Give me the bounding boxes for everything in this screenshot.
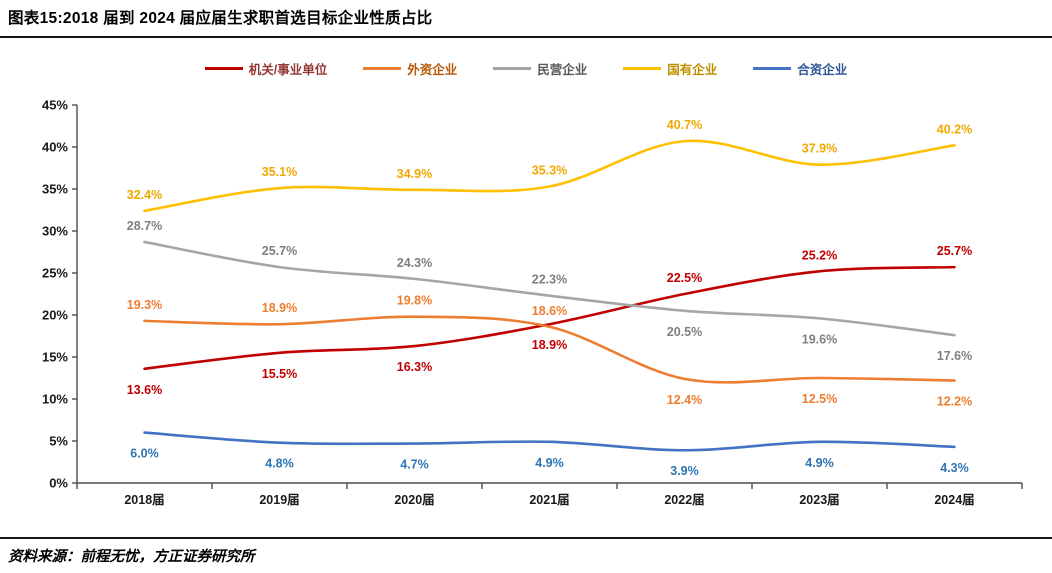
- data-label: 15.5%: [262, 367, 297, 381]
- data-label: 34.9%: [397, 167, 432, 181]
- data-label: 37.9%: [802, 142, 837, 156]
- series-line-1: [143, 315, 956, 384]
- legend-label: 机关/事业单位: [248, 62, 328, 77]
- y-axis-label: 15%: [42, 350, 68, 365]
- title-divider: [0, 36, 1052, 38]
- legend-swatch: [493, 66, 532, 70]
- legend-swatch: [623, 66, 662, 70]
- x-axis-label: 2024届: [934, 493, 974, 507]
- data-label: 40.2%: [937, 122, 972, 136]
- data-label: 12.4%: [667, 393, 702, 407]
- data-label: 40.7%: [667, 118, 702, 132]
- y-axis-label: 0%: [49, 476, 68, 491]
- data-label: 19.3%: [127, 298, 162, 312]
- data-label: 24.3%: [397, 256, 432, 270]
- y-axis-label: 35%: [42, 182, 68, 197]
- y-axis-label: 10%: [42, 392, 68, 407]
- legend-item-1: 外资企业: [363, 59, 457, 78]
- data-label: 35.1%: [262, 165, 297, 179]
- data-label: 19.8%: [397, 294, 432, 308]
- legend-label: 民营企业: [537, 62, 588, 77]
- x-axis-label: 2018届: [124, 493, 164, 507]
- x-axis-label: 2022届: [664, 493, 704, 507]
- series-line-0: [143, 265, 956, 371]
- data-label: 4.9%: [535, 456, 564, 470]
- data-label: 28.7%: [127, 219, 162, 233]
- legend-label: 外资企业: [407, 62, 458, 77]
- x-axis-label: 2023届: [799, 493, 839, 507]
- data-label: 32.4%: [127, 188, 162, 202]
- data-label: 25.7%: [937, 244, 972, 258]
- legend-swatch: [204, 66, 243, 70]
- data-label: 18.9%: [532, 338, 567, 352]
- series-line-2: [143, 240, 956, 337]
- legend-item-2: 民营企业: [493, 59, 587, 78]
- series-line-3: [143, 139, 956, 213]
- axis-lines: [76, 105, 1022, 484]
- legend-item-0: 机关/事业单位: [204, 59, 328, 78]
- footer-divider: [0, 537, 1052, 539]
- x-axis-label: 2020届: [394, 493, 434, 507]
- legend-swatch: [363, 66, 402, 70]
- data-label: 4.7%: [400, 458, 429, 472]
- chart-legend: 机关/事业单位 外资企业 民营企业 国有企业 合资企业: [0, 56, 1052, 80]
- y-axis-label: 25%: [42, 266, 68, 281]
- data-label: 25.7%: [262, 244, 297, 258]
- data-label: 19.6%: [802, 332, 837, 346]
- data-label: 12.2%: [937, 395, 972, 409]
- data-label: 3.9%: [670, 464, 699, 478]
- data-label: 16.3%: [397, 360, 432, 374]
- legend-item-4: 合资企业: [753, 59, 847, 78]
- data-label: 13.6%: [127, 383, 162, 397]
- y-axis-label: 30%: [42, 224, 68, 239]
- data-label: 18.9%: [262, 301, 297, 315]
- x-axis-label: 2019届: [259, 493, 299, 507]
- data-label: 18.6%: [532, 304, 567, 318]
- data-label: 22.3%: [532, 273, 567, 287]
- data-label: 4.3%: [940, 461, 969, 475]
- legend-swatch: [753, 66, 792, 70]
- y-axis-label: 20%: [42, 308, 68, 323]
- data-label: 20.5%: [667, 325, 702, 339]
- data-label: 6.0%: [130, 447, 159, 461]
- y-axis-label: 5%: [49, 434, 68, 449]
- legend-item-3: 国有企业: [623, 59, 717, 78]
- chart-title: 图表15:2018 届到 2024 届应届生求职首选目标企业性质占比: [8, 10, 433, 27]
- legend-label: 合资企业: [797, 62, 848, 77]
- source-note: 资料来源：前程无忧，方正证券研究所: [8, 549, 255, 565]
- series-line-4: [143, 431, 956, 452]
- data-label: 22.5%: [667, 271, 702, 285]
- y-axis-label: 40%: [42, 140, 68, 155]
- data-label: 35.3%: [532, 163, 567, 177]
- x-axis-label: 2021届: [529, 493, 569, 507]
- data-label: 17.6%: [937, 349, 972, 363]
- data-label: 12.5%: [802, 392, 837, 406]
- y-axis-label: 45%: [42, 98, 68, 113]
- data-label: 4.9%: [805, 456, 834, 470]
- data-label: 25.2%: [802, 248, 837, 262]
- legend-label: 国有企业: [667, 62, 718, 77]
- data-label: 4.8%: [265, 457, 294, 471]
